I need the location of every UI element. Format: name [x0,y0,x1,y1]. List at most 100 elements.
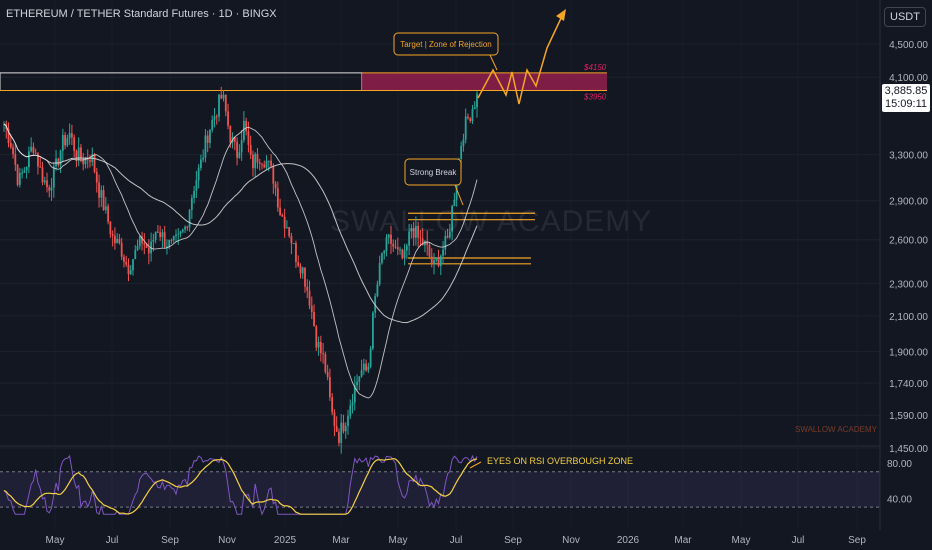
candle-body [387,234,390,238]
candle-body [444,235,447,250]
chart-title: ETHEREUM / TETHER Standard Futures · 1D … [6,8,277,20]
candle-body [369,348,372,367]
candle-body [206,135,209,143]
candle-body [113,235,116,244]
candle-body [385,237,388,251]
candle-body [143,243,146,245]
candle-body [414,225,417,238]
candle-body [236,141,239,158]
candle-body [371,312,374,349]
candle-body [12,147,14,155]
candle-body [132,259,134,271]
candle-body [238,152,241,158]
candle-body [439,255,442,266]
candle-body [227,111,229,126]
candle-body [394,246,397,248]
candle-body [358,376,361,382]
candle-body [177,233,180,235]
candle-body [39,166,42,168]
candle-body [460,146,463,159]
bar-countdown: 15:09:11 [884,98,927,110]
candle-body [403,250,406,259]
candle-body [220,94,223,99]
price-tick-label: 2,100.00 [889,312,928,323]
candle-body [240,140,243,153]
candle-body [367,366,370,371]
candle-body [247,131,250,145]
price-tick-label: 1,900.00 [889,348,928,359]
candle-body [392,243,395,247]
time-tick-label: Mar [674,535,692,546]
candle-body [351,402,354,406]
candle-body [57,158,60,166]
currency-button[interactable]: USDT [884,7,926,27]
candle-body [471,109,474,122]
candle-body [290,236,293,244]
candle-body [66,138,69,146]
candle-body [283,216,286,229]
candle-body [428,244,431,257]
candle-body [390,234,392,244]
candle-body [102,190,105,210]
rsi-note-pointer [469,461,482,469]
last-price: 3,885.85 [884,85,928,97]
candle-body [188,210,191,228]
last-price-tag: 3,885.85 15:09:11 [882,84,930,112]
candle-body [279,207,282,216]
candle-body [378,262,381,285]
candle-body [213,116,216,120]
candle-body [362,363,365,371]
price-tick-label: 3,300.00 [889,151,928,162]
time-tick-label: 2026 [617,535,640,546]
rsi-band [0,471,880,508]
candle-body [23,170,26,173]
time-tick-label: May [389,535,408,546]
candle-body [37,153,39,167]
candle-body [34,152,37,154]
candle-body [331,397,334,413]
candle-body [75,150,78,160]
candle-body [14,154,17,165]
candle-body [98,182,100,198]
time-tick-label: Mar [332,535,350,546]
candle-body [410,227,413,232]
candle-body [338,431,340,443]
candle-body [451,206,454,232]
candle-body [116,238,119,244]
time-tick-label: Sep [504,535,522,546]
target-pointer [489,54,498,71]
candle-body [7,128,10,144]
candle-body [9,143,12,148]
candle-body [317,341,320,348]
candle-body [43,180,46,183]
candle-body [322,353,325,355]
price-tick-label: 4,100.00 [889,73,928,84]
candle-body [21,172,24,174]
candle-body [77,147,80,160]
projection-path [477,13,564,105]
candle-body [381,253,383,263]
candle-body [64,135,67,146]
candle-body [107,206,110,222]
candle-body [68,133,71,139]
candle-body [340,422,343,443]
time-tick-label: Sep [161,535,179,546]
candle-body [80,147,82,159]
candle-body [111,234,114,236]
candle-body [170,239,173,241]
candle-body [412,227,415,238]
candle-body [218,94,220,117]
candle-body [306,286,309,291]
strong-break-callout [404,158,462,186]
candle-body [136,246,139,250]
candle-body [73,137,76,151]
candle-body [150,241,153,254]
candle-body [202,157,205,160]
candle-body [199,159,202,169]
candle-body [405,245,408,251]
candle-body [353,385,356,403]
candle-body [211,119,214,131]
price-tick-label: 4,500.00 [889,40,928,51]
candle-body [288,227,291,237]
